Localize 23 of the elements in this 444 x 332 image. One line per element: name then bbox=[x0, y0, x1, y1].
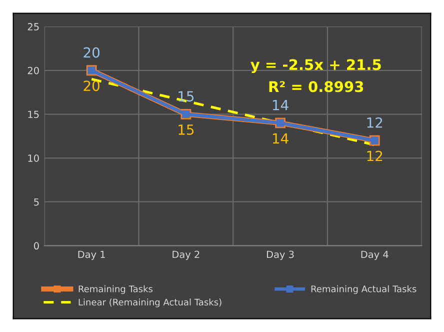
data-label: 15 bbox=[178, 124, 194, 135]
x-tick-label: Day 3 bbox=[266, 250, 294, 260]
data-label: 12 bbox=[367, 117, 382, 128]
legend-label: Linear (Remaining Actual Tasks) bbox=[78, 298, 222, 308]
data-label: 14 bbox=[272, 133, 288, 144]
y-tick-label: 25 bbox=[28, 23, 39, 30]
legend-label: Remaining Tasks bbox=[78, 285, 153, 294]
annotation: R² = 0.8993 bbox=[269, 81, 364, 92]
data-label: 20 bbox=[84, 47, 100, 58]
legend-label: Remaining Actual Tasks bbox=[311, 285, 416, 294]
y-tick-label: 10 bbox=[28, 154, 39, 162]
y-tick-label: 0 bbox=[34, 242, 39, 250]
y-tick-label: 15 bbox=[28, 110, 39, 118]
data-label: 20 bbox=[84, 80, 100, 92]
x-tick-label: Day 1 bbox=[78, 250, 105, 260]
data-label: 14 bbox=[272, 100, 288, 110]
data-label: 12 bbox=[367, 150, 382, 161]
x-tick-label: Day 2 bbox=[172, 250, 200, 260]
annotation: y = -2.5x + 21.5 bbox=[250, 59, 381, 74]
y-tick-label: 20 bbox=[28, 66, 39, 74]
y-tick-label: 5 bbox=[34, 198, 39, 206]
data-label: 15 bbox=[178, 91, 194, 102]
x-tick-label: Day 4 bbox=[361, 250, 388, 260]
